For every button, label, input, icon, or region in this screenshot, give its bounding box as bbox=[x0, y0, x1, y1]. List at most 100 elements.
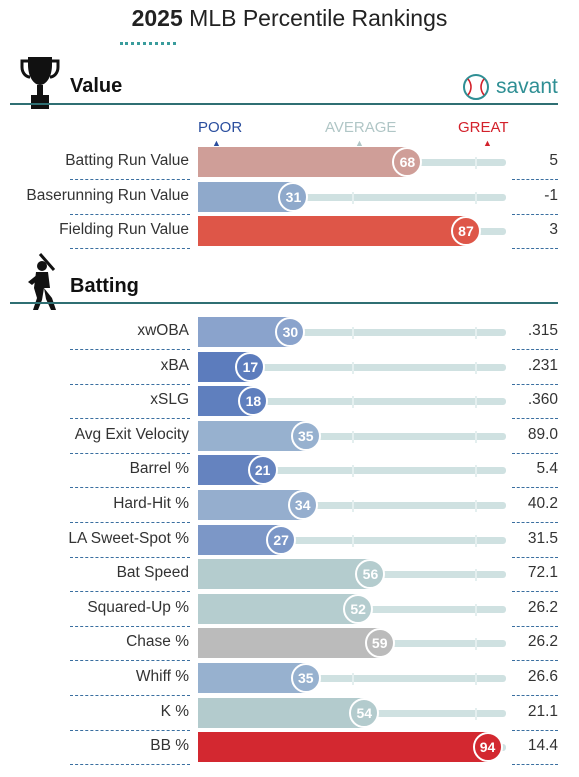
metric-label-bb: BB % bbox=[150, 737, 189, 755]
section-title-value: Value bbox=[70, 75, 123, 97]
row-divider-left bbox=[70, 452, 190, 454]
percentile-marker-xwoba: 30 bbox=[275, 317, 306, 347]
row-divider-right bbox=[512, 660, 558, 662]
great-tick bbox=[475, 465, 478, 478]
metric-label-whiff: Whiff % bbox=[135, 668, 189, 685]
metric-value-barrel: 5.4 bbox=[536, 460, 558, 478]
metric-value-xslg: .360 bbox=[527, 391, 558, 409]
percentile-bar-bat-speed bbox=[198, 559, 371, 590]
metric-value-fielding-run-value: 3 bbox=[549, 221, 558, 239]
average-tick bbox=[352, 327, 354, 339]
metric-row-xwoba: xwOBA 30 .315 bbox=[0, 316, 579, 350]
baseball-icon bbox=[462, 73, 490, 101]
metric-value-xwoba: .315 bbox=[527, 322, 558, 339]
metric-label-xba: xBA bbox=[160, 356, 189, 374]
batter-silhouette-icon bbox=[18, 252, 62, 312]
row-divider-left bbox=[70, 179, 190, 180]
metric-row-avg-exit-velocity: Avg Exit Velocity 35 89.0 bbox=[0, 420, 579, 454]
metric-row-bat-speed: Bat Speed 56 72.1 bbox=[0, 558, 579, 593]
row-divider-left bbox=[70, 556, 190, 558]
percentile-marker-batting-run-value: 68 bbox=[392, 147, 423, 177]
percentile-marker-k: 54 bbox=[349, 697, 380, 728]
metric-row-la-sweet-spot: LA Sweet-Spot % 27 31.5 bbox=[0, 524, 579, 558]
great-tick bbox=[475, 638, 478, 651]
metric-row-barrel: Barrel % 21 5.4 bbox=[0, 454, 579, 489]
row-divider-right bbox=[512, 522, 558, 523]
metric-label-xwoba: xwOBA bbox=[137, 322, 189, 339]
percentile-marker-chase: 59 bbox=[364, 628, 395, 659]
percentile-bar-hard-hit bbox=[198, 490, 303, 520]
average-tick bbox=[352, 361, 354, 374]
metric-value-avg-exit-velocity: 89.0 bbox=[527, 425, 558, 443]
metric-row-squared-up: Squared-Up % 52 26.2 bbox=[0, 593, 579, 627]
metric-label-fielding-run-value: Fielding Run Value bbox=[59, 221, 189, 239]
row-divider-left bbox=[70, 591, 190, 593]
great-marker-icon: ▲ bbox=[483, 138, 492, 148]
percentile-bar-baserunning-run-value bbox=[198, 181, 294, 212]
metric-value-la-sweet-spot: 31.5 bbox=[527, 529, 558, 547]
percentile-marker-baserunning-run-value: 31 bbox=[278, 181, 309, 212]
metric-value-batting-run-value: 5 bbox=[549, 152, 558, 169]
percentile-bar-avg-exit-velocity bbox=[198, 420, 306, 451]
metric-value-chase: 26.2 bbox=[527, 633, 558, 651]
average-tick bbox=[352, 465, 354, 478]
metric-row-hard-hit: Hard-Hit % 34 40.2 bbox=[0, 489, 579, 523]
row-divider-right bbox=[512, 729, 558, 731]
section-divider-value bbox=[10, 103, 558, 105]
metric-row-baserunning-run-value: Baserunning Run Value 31 -1 bbox=[0, 181, 579, 215]
percentile-bar-xwoba bbox=[198, 317, 291, 347]
metric-row-whiff: Whiff % 35 26.6 bbox=[0, 662, 579, 696]
great-tick bbox=[475, 327, 478, 339]
metric-row-fielding-run-value: Fielding Run Value 87 3 bbox=[0, 215, 579, 250]
great-tick bbox=[475, 707, 478, 720]
percentile-marker-avg-exit-velocity: 35 bbox=[290, 420, 321, 451]
great-tick bbox=[475, 534, 478, 547]
percentile-marker-bat-speed: 56 bbox=[355, 559, 386, 590]
metric-label-k: K % bbox=[160, 702, 189, 720]
row-divider-left bbox=[70, 695, 190, 696]
scale-label-poor: POOR bbox=[198, 119, 243, 136]
percentile-marker-squared-up: 52 bbox=[343, 593, 374, 624]
savant-logo[interactable]: savant bbox=[462, 72, 558, 102]
section-title-batting: Batting bbox=[70, 275, 139, 297]
great-tick bbox=[475, 396, 478, 409]
metric-row-xba: xBA 17 .231 bbox=[0, 351, 579, 385]
metric-row-xslg: xSLG 18 .360 bbox=[0, 385, 579, 420]
metric-label-bat-speed: Bat Speed bbox=[116, 564, 189, 582]
row-divider-left bbox=[70, 764, 190, 766]
title-text: MLB Percentile Rankings bbox=[189, 5, 448, 31]
row-divider-left bbox=[70, 349, 190, 350]
metric-label-avg-exit-velocity: Avg Exit Velocity bbox=[74, 425, 189, 443]
page-title: 2025 MLB Percentile Rankings bbox=[0, 5, 579, 32]
metric-value-xba: .231 bbox=[527, 356, 558, 374]
great-tick bbox=[475, 569, 478, 582]
row-divider-right bbox=[512, 349, 558, 350]
metric-label-squared-up: Squared-Up % bbox=[87, 598, 189, 616]
percentile-marker-bb: 94 bbox=[472, 732, 503, 763]
metric-label-batting-run-value: Batting Run Value bbox=[65, 152, 189, 169]
row-divider-right bbox=[512, 625, 558, 627]
row-divider-right bbox=[512, 556, 558, 558]
row-divider-right bbox=[512, 695, 558, 696]
average-marker-icon: ▲ bbox=[355, 138, 364, 148]
row-divider-left bbox=[70, 248, 190, 250]
average-tick bbox=[352, 500, 354, 512]
row-divider-right bbox=[512, 248, 558, 250]
row-divider-right bbox=[512, 383, 558, 385]
row-divider-right bbox=[512, 764, 558, 766]
great-tick bbox=[475, 430, 478, 443]
percentile-marker-whiff: 35 bbox=[290, 663, 321, 693]
great-tick bbox=[475, 673, 478, 685]
percentile-marker-hard-hit: 34 bbox=[287, 490, 318, 520]
row-divider-right bbox=[512, 452, 558, 454]
row-divider-left bbox=[70, 729, 190, 731]
metric-value-hard-hit: 40.2 bbox=[527, 495, 558, 512]
title-underline bbox=[120, 38, 176, 45]
scale-label-great: GREAT bbox=[458, 119, 509, 136]
great-tick bbox=[475, 361, 478, 374]
row-divider-right bbox=[512, 591, 558, 593]
percentile-marker-xslg: 18 bbox=[238, 386, 269, 417]
row-divider-right bbox=[512, 213, 558, 215]
percentile-bar-k bbox=[198, 697, 365, 728]
metric-value-k: 21.1 bbox=[527, 702, 558, 720]
